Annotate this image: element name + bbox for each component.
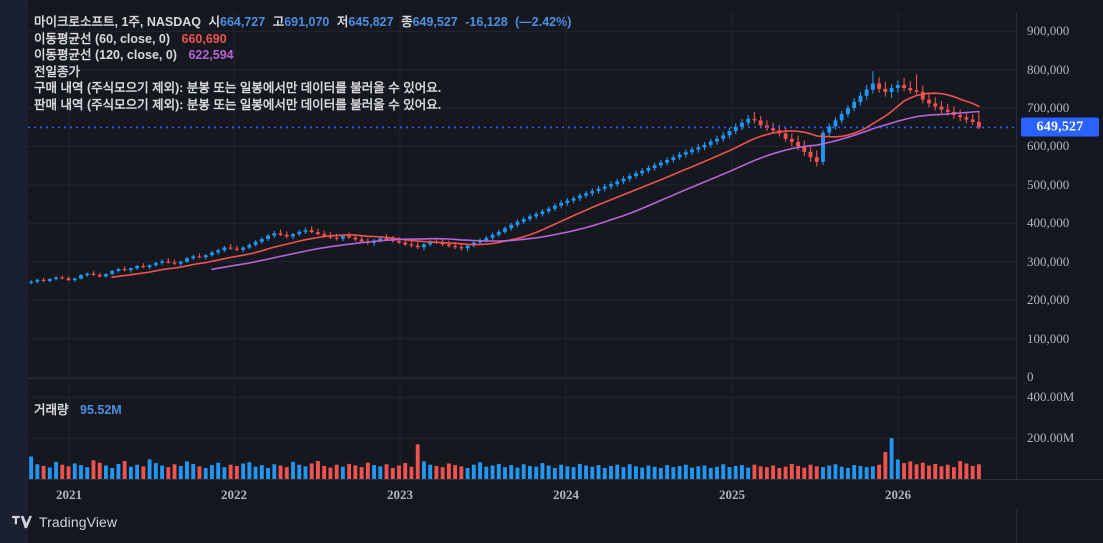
price-axis-label: 0 [1027,369,1034,384]
volume-legend[interactable]: 거래량 95.52M [34,399,122,418]
tradingview-glyph-icon [12,515,32,529]
legend-row-buy-history[interactable]: 구매 내역 (주식모으기 제외): 분봉 또는 일봉에서만 데이터를 불러올 수… [34,80,571,97]
legend-prev-close-label: 전일종가 [34,64,81,79]
legend-ma60-label: 이동평균선 (60, close, 0) [34,31,171,46]
time-axis-label: 2024 [553,487,579,502]
legend-close-label: 종 [401,15,413,29]
volume-axis-label: 200.00M [1027,430,1075,446]
price-axis-label: 300,000 [1027,253,1070,269]
tradingview-brand-text: TradingView [39,514,118,530]
price-pane[interactable] [28,12,1017,378]
legend-open-value: 664,727 [220,15,266,29]
legend-low-label: 저 [336,15,349,29]
price-axis-label: 100,000 [1027,330,1070,346]
legend-row-ma120[interactable]: 이동평균선 (120, close, 0) 622,594 [34,47,571,64]
volume-legend-value: 95.52M [80,403,122,417]
legend-row-prev-close[interactable]: 전일종가 [34,64,571,81]
legend-row-sell-history[interactable]: 판매 내역 (주식모으기 제외): 분봉 또는 일봉에서만 데이터를 불러올 수… [34,97,571,114]
legend-low-value: 645,827 [348,15,394,29]
legend-symbol: 마이크로소프트, 1주, NASDAQ [34,15,202,29]
time-axis[interactable]: 2021 2022 2023 2024 2025 2026 [28,479,1103,510]
price-axis-label: 600,000 [1027,138,1070,154]
legend-change-pct: (—2.42%) [515,15,572,29]
legend-ma60-value: 660,690 [181,31,227,46]
price-axis-label: 900,000 [1027,23,1070,39]
price-axis-label: 400,000 [1027,215,1070,231]
legend-row-symbol[interactable]: 마이크로소프트, 1주, NASDAQ 시664,727 고691,070 저6… [34,14,571,31]
legend-row-ma60[interactable]: 이동평균선 (60, close, 0) 660,690 [34,31,571,48]
time-axis-label: 2023 [387,487,413,502]
volume-chart-canvas[interactable] [28,381,1017,479]
axis-divider [1016,12,1017,543]
legend-high-label: 고 [272,15,285,29]
time-axis-label: 2025 [719,487,745,502]
chart-legend: 마이크로소프트, 1주, NASDAQ 시664,727 고691,070 저6… [34,14,571,113]
legend-sell-history: 판매 내역 (주식모으기 제외): 분봉 또는 일봉에서만 데이터를 불러올 수… [34,97,442,112]
legend-change: -16,128 [465,15,508,29]
volume-pane[interactable] [28,381,1017,479]
current-price-badge[interactable]: 649,527 [1021,117,1099,137]
tradingview-logo[interactable]: TradingView [12,514,117,530]
price-chart-canvas[interactable] [28,12,1017,378]
legend-close-value: 649,527 [412,15,458,29]
price-axis-label: 700,000 [1027,100,1070,116]
price-axis-label: 800,000 [1027,61,1070,77]
legend-high-value: 691,070 [284,15,330,29]
legend-ma120-label: 이동평균선 (120, close, 0) [34,48,177,62]
volume-axis-label: 400.00M [1027,389,1075,405]
price-axis[interactable]: 900,000 800,000 700,000 600,000 500,000 400,0… [1017,12,1103,513]
legend-ma120-value: 622,594 [188,48,234,62]
legend-buy-history: 구매 내역 (주식모으기 제외): 분봉 또는 일봉에서만 데이터를 불러올 수… [34,81,442,95]
legend-open-label: 시 [208,15,221,29]
time-axis-label: 2026 [885,487,911,502]
pane-separator [28,378,1103,379]
time-axis-label: 2021 [56,487,82,502]
price-axis-label: 500,000 [1027,176,1070,192]
left-toolbar-strip [0,0,28,543]
volume-legend-label: 거래량 [34,403,69,417]
price-axis-label: 200,000 [1027,292,1070,308]
time-axis-label: 2022 [221,487,247,502]
